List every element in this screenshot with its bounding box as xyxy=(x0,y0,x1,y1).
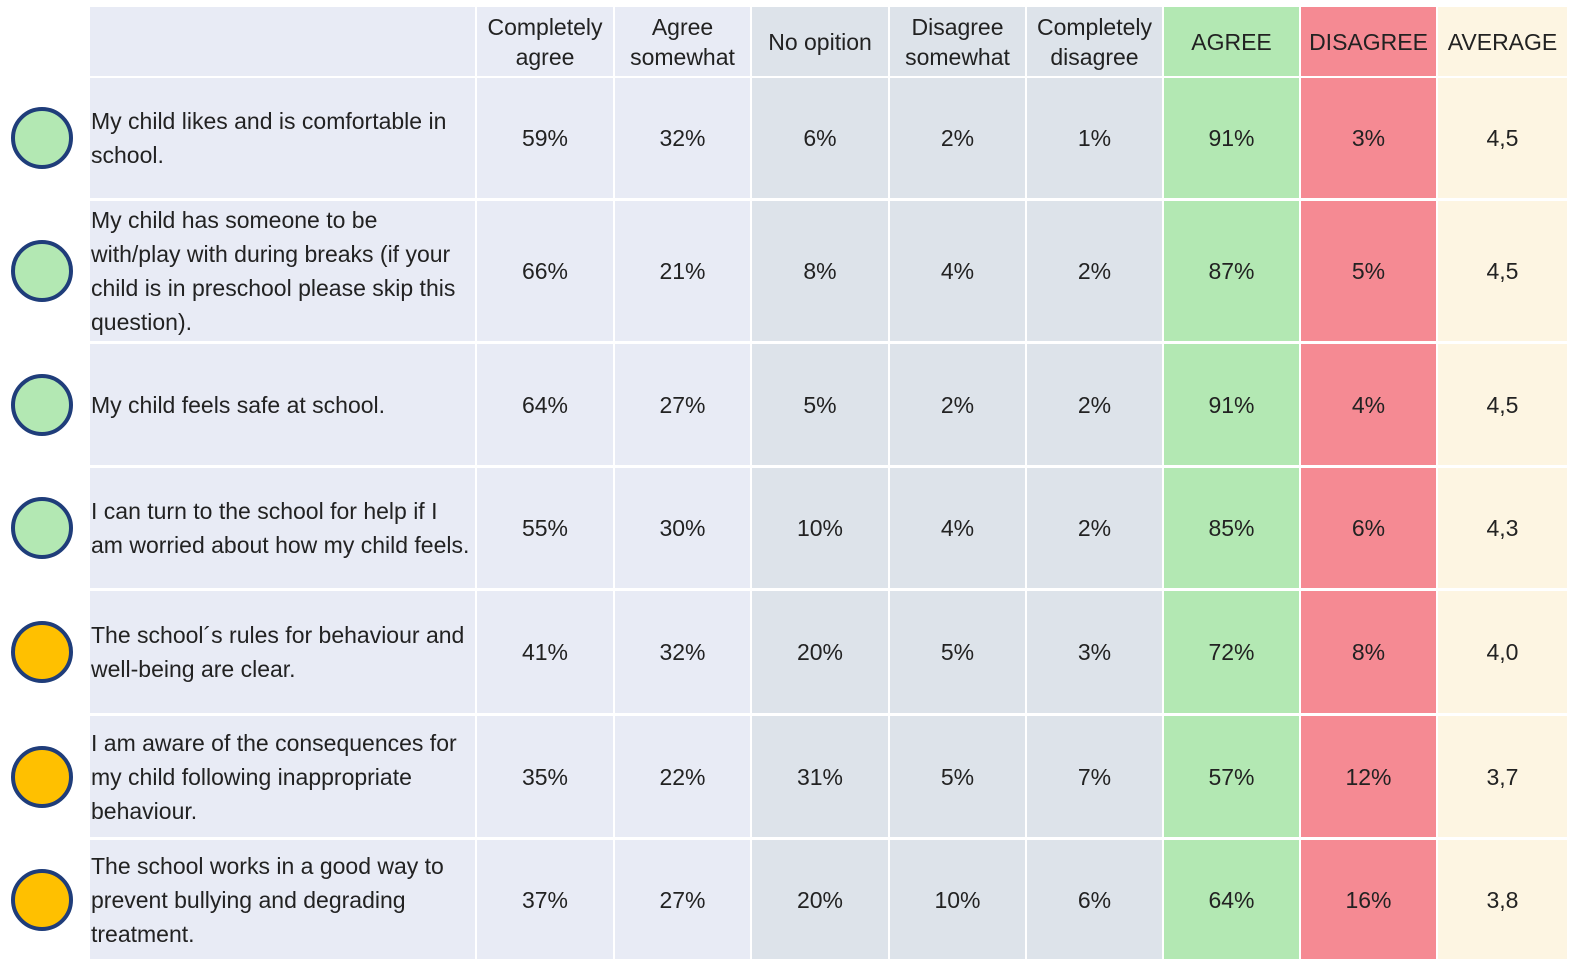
header-label-cell xyxy=(90,7,475,76)
table-cell: 2% xyxy=(890,344,1025,465)
status-indicator xyxy=(11,745,73,808)
table-cell: 27% xyxy=(615,344,750,465)
table-cell: 4% xyxy=(1301,344,1436,465)
table-cell: 2% xyxy=(1027,468,1162,588)
table-cell: 20% xyxy=(752,840,888,959)
table-cell: 6% xyxy=(752,78,888,198)
table-cell: 3,7 xyxy=(1438,716,1567,837)
table-cell: 3% xyxy=(1027,591,1162,713)
table-cell: 64% xyxy=(477,344,613,465)
table-cell: 22% xyxy=(615,716,750,837)
table-cell: 8% xyxy=(752,201,888,341)
table-cell: 8% xyxy=(1301,591,1436,713)
table-cell: 72% xyxy=(1164,591,1299,713)
table-cell: 4,5 xyxy=(1438,78,1567,198)
table-cell: 4,3 xyxy=(1438,468,1567,588)
row-label: My child likes and is comfortable in sch… xyxy=(90,78,475,198)
column-header: Agree somewhat xyxy=(615,7,750,76)
status-indicator xyxy=(11,497,73,559)
table-cell: 59% xyxy=(477,78,613,198)
column-header: Completely agree xyxy=(477,7,613,76)
table-cell: 31% xyxy=(752,716,888,837)
row-label: My child has someone to be with/play wit… xyxy=(90,201,475,341)
column-header: AGREE xyxy=(1164,7,1299,76)
table-cell: 27% xyxy=(615,840,750,959)
table-cell: 16% xyxy=(1301,840,1436,959)
status-indicator xyxy=(11,868,73,931)
table-cell: 3% xyxy=(1301,78,1436,198)
row-label: My child feels safe at school. xyxy=(90,344,475,465)
table-cell: 5% xyxy=(890,591,1025,713)
column-header: Disagree somewhat xyxy=(890,7,1025,76)
row-label: I am aware of the consequences for my ch… xyxy=(90,716,475,837)
table-cell: 4,5 xyxy=(1438,344,1567,465)
table-cell: 35% xyxy=(477,716,613,837)
table-cell: 64% xyxy=(1164,840,1299,959)
table-cell: 5% xyxy=(890,716,1025,837)
table-cell: 85% xyxy=(1164,468,1299,588)
table-cell: 2% xyxy=(1027,201,1162,341)
table-cell: 4,0 xyxy=(1438,591,1567,713)
table-cell: 91% xyxy=(1164,78,1299,198)
table-cell: 66% xyxy=(477,201,613,341)
status-indicator xyxy=(11,107,73,169)
row-label: The school works in a good way to preven… xyxy=(90,840,475,959)
table-cell: 12% xyxy=(1301,716,1436,837)
table-cell: 91% xyxy=(1164,344,1299,465)
table-cell: 7% xyxy=(1027,716,1162,837)
column-header: Completely disagree xyxy=(1027,7,1162,76)
table-cell: 10% xyxy=(752,468,888,588)
column-header: No opition xyxy=(752,7,888,76)
table-cell: 4% xyxy=(890,468,1025,588)
status-indicator xyxy=(11,373,73,436)
table-cell: 37% xyxy=(477,840,613,959)
table-cell: 6% xyxy=(1027,840,1162,959)
table-cell: 5% xyxy=(752,344,888,465)
table-cell: 4,5 xyxy=(1438,201,1567,341)
table-cell: 57% xyxy=(1164,716,1299,837)
table-cell: 2% xyxy=(890,78,1025,198)
column-header: DISAGREE xyxy=(1301,7,1436,76)
column-header: AVERAGE xyxy=(1438,7,1567,76)
table-cell: 20% xyxy=(752,591,888,713)
table-cell: 41% xyxy=(477,591,613,713)
table-cell: 21% xyxy=(615,201,750,341)
table-cell: 87% xyxy=(1164,201,1299,341)
table-cell: 3,8 xyxy=(1438,840,1567,959)
table-cell: 55% xyxy=(477,468,613,588)
table-cell: 30% xyxy=(615,468,750,588)
table-cell: 32% xyxy=(615,78,750,198)
table-cell: 32% xyxy=(615,591,750,713)
table-cell: 10% xyxy=(890,840,1025,959)
table-cell: 1% xyxy=(1027,78,1162,198)
status-indicator xyxy=(11,240,73,302)
status-indicator xyxy=(11,621,73,683)
table-cell: 6% xyxy=(1301,468,1436,588)
table-cell: 2% xyxy=(1027,344,1162,465)
table-cell: 4% xyxy=(890,201,1025,341)
row-label: The school´s rules for behaviour and wel… xyxy=(90,591,475,713)
table-cell: 5% xyxy=(1301,201,1436,341)
row-label: I can turn to the school for help if I a… xyxy=(90,468,475,588)
